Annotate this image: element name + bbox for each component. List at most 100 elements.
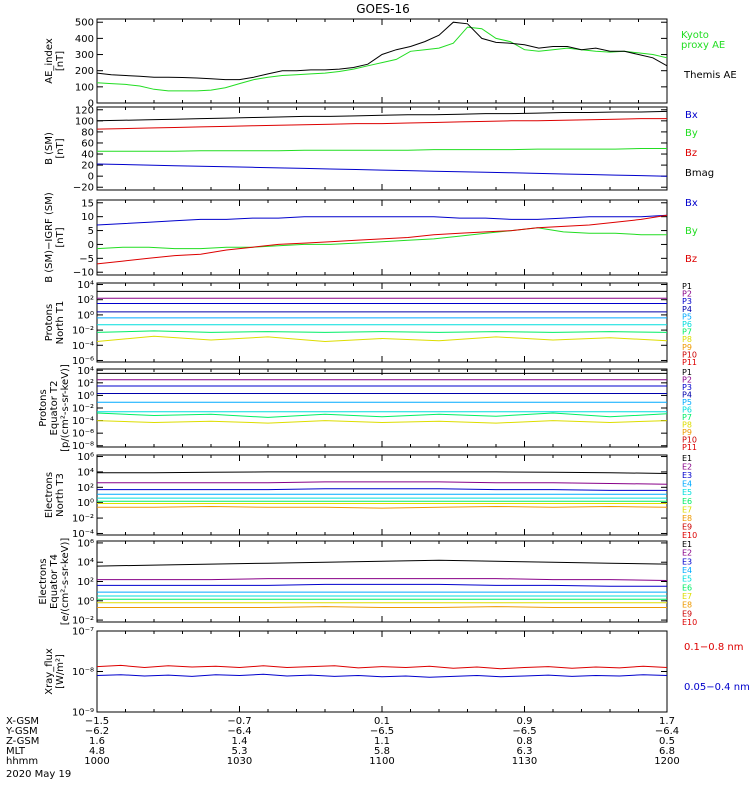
x-row-value: 5.3	[232, 746, 248, 757]
x-row-value: 6.3	[517, 746, 533, 757]
side-label-p1: P1	[682, 368, 692, 377]
y-tick-label: 15	[81, 198, 94, 209]
y-tick-label: 0	[88, 240, 94, 251]
x-row-label: Y-GSM	[5, 726, 38, 737]
panel-frame	[96, 454, 668, 536]
x-row-value: 1100	[369, 756, 394, 767]
series-line-by	[97, 148, 667, 152]
x-row-value: −1.5	[85, 716, 109, 727]
panel-frame	[96, 199, 668, 276]
y-axis-label: [nT]	[55, 138, 66, 158]
series-label-short-wave: 0.05−0.4 nm	[684, 682, 750, 693]
x-row-value: −6.4	[227, 726, 251, 737]
series-label-kyoto-proxy-ae: proxy AE	[681, 40, 725, 51]
side-label-p2: P2	[682, 290, 692, 299]
panel-frame	[96, 368, 668, 448]
side-label-e3: E3	[682, 471, 692, 480]
series-label-bz: Bz	[685, 148, 697, 159]
y-axis-label: Electrons	[44, 472, 55, 518]
side-label-p1: P1	[682, 282, 692, 291]
y-tick-label: 80	[81, 127, 94, 138]
y-tick-label: 10⁻⁶	[72, 356, 94, 367]
side-label-e8: E8	[682, 514, 692, 523]
date-label: 2020 May 19	[6, 769, 71, 780]
series-label-themis-ae: Themis AE	[683, 70, 737, 81]
x-row-value: 0.9	[517, 716, 533, 727]
side-label-e4: E4	[682, 480, 692, 489]
side-label-e2: E2	[682, 549, 692, 558]
series-label-bx: Bx	[685, 198, 698, 209]
y-tick-label: 400	[75, 34, 94, 45]
x-row-value: 1030	[227, 756, 252, 767]
series-line-bz	[96, 214, 668, 265]
series-line-0-05-0-4-nm	[96, 673, 668, 678]
series-label-bz: Bz	[685, 254, 697, 265]
y-tick-label: 100	[75, 82, 94, 93]
y-axis-label: North T3	[55, 473, 66, 517]
y-tick-label: 100	[75, 116, 94, 127]
x-row-value: 0.8	[517, 736, 533, 747]
side-label-e8: E8	[682, 601, 692, 610]
y-tick-label: 10⁰	[77, 596, 94, 607]
x-row-value: −6.5	[512, 726, 536, 737]
y-tick-label: 10⁰	[77, 310, 94, 321]
side-label-e2: E2	[682, 463, 692, 472]
y-axis-label: [e/(cm²-s-sr-keV)]	[60, 538, 71, 626]
y-axis-label: Equator T4	[49, 554, 60, 609]
side-label-p11: P11	[682, 443, 697, 452]
y-tick-label: 10²	[77, 483, 94, 494]
side-label-e5: E5	[682, 488, 692, 497]
x-row-value: 4.8	[89, 746, 105, 757]
x-row-value: 1000	[84, 756, 109, 767]
y-tick-label: 10⁰	[77, 391, 94, 402]
side-label-e9: E9	[682, 609, 692, 618]
series-line-kyoto-proxy-ae	[96, 26, 668, 92]
side-label-p7: P7	[682, 328, 692, 337]
series-line-e3	[97, 488, 667, 491]
series-label-by: By	[685, 128, 698, 139]
panel-3: −10 −5 0 5 10 15 B (SM)−IGRF (SM) [nT] Bx By Bz	[44, 192, 698, 283]
y-tick-label: 10⁶	[77, 452, 94, 463]
y-tick-label: 10⁴	[77, 366, 94, 377]
series-line-0-1-0-8-nm	[96, 664, 668, 670]
side-label-e10: E10	[682, 618, 697, 627]
y-tick-label: 10	[81, 212, 94, 223]
y-axis-label: Equator T2	[49, 381, 60, 436]
series-line-by	[96, 227, 667, 250]
y-tick-label: 10²	[77, 577, 94, 588]
x-row-label: X-GSM	[6, 716, 39, 727]
y-axis-label: [p/(cm²-s-sr-keV)]	[60, 364, 71, 452]
x-row-label: hhmm	[6, 756, 38, 767]
y-axis-label: B (SM)−IGRF (SM)	[44, 192, 55, 283]
x-row-value: −6.2	[85, 726, 109, 737]
y-axis-label: Protons	[44, 304, 55, 341]
series-line-e2	[97, 481, 668, 485]
y-axis-label: Protons	[38, 389, 49, 426]
y-tick-label: 5	[88, 226, 94, 237]
y-tick-label: 10⁻⁴	[72, 416, 94, 427]
y-tick-label: 10⁻²	[72, 616, 94, 627]
side-label-p9: P9	[682, 343, 692, 352]
series-label-bmag: Bmag	[685, 168, 714, 179]
y-axis-label: B (SM)	[44, 132, 55, 165]
series-label-bx: Bx	[685, 110, 698, 121]
series-label-by: By	[685, 226, 698, 237]
y-tick-label: 300	[75, 50, 94, 61]
y-axis-label: AE_index	[44, 38, 55, 84]
panel-frame	[96, 540, 668, 623]
series-line-p7	[96, 412, 668, 418]
x-row-value: −6.5	[370, 726, 394, 737]
y-tick-label: 120	[75, 105, 94, 116]
panel-4: 10⁻⁶ 10⁻⁴ 10⁻² 10⁰ 10² 10⁴ Protons North T1 P1P2…	[44, 280, 697, 367]
series-line-bx	[96, 163, 668, 177]
y-tick-label: 0	[88, 99, 94, 110]
x-row-value: 5.8	[374, 746, 390, 757]
side-label-p4: P4	[682, 391, 692, 400]
y-tick-label: 10⁻⁴	[72, 341, 94, 352]
side-label-p4: P4	[682, 305, 692, 314]
y-tick-label: 10⁻⁷	[72, 627, 94, 638]
series-line-e1	[96, 559, 668, 567]
